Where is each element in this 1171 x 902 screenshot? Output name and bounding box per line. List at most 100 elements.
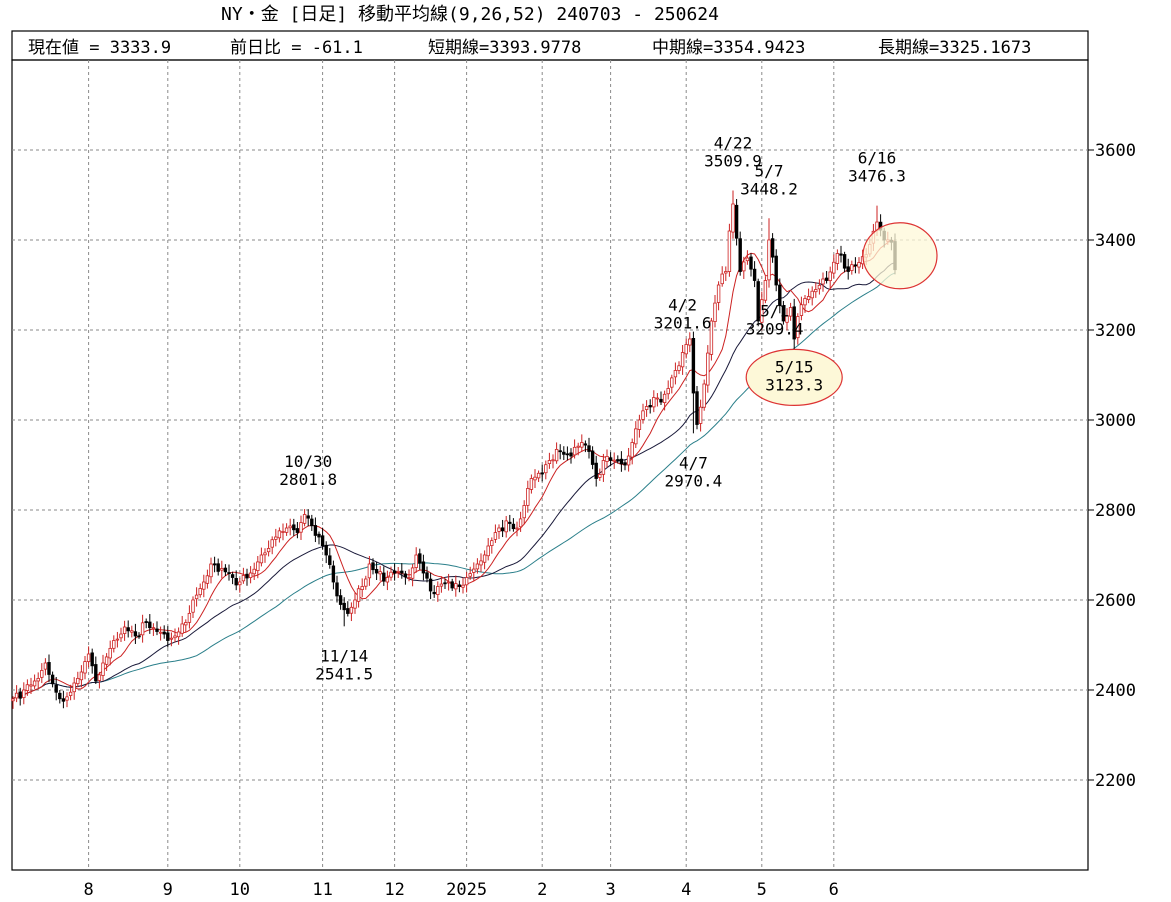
- candle-body: [202, 581, 206, 590]
- candle-body: [50, 674, 55, 685]
- short-ma-line: [12, 239, 896, 700]
- candle-body: [821, 278, 825, 285]
- annotation-date: 4/2: [668, 296, 697, 315]
- candlesticks: [11, 190, 897, 709]
- candle-body: [652, 397, 656, 408]
- candle-body: [806, 296, 811, 301]
- candle-body: [446, 581, 451, 584]
- candle-body: [486, 545, 490, 557]
- candle-body: [72, 682, 76, 693]
- candle-body: [608, 457, 613, 461]
- candle-body: [749, 256, 753, 270]
- annotation-value: 3476.3: [848, 167, 906, 186]
- candle-body: [788, 307, 793, 317]
- candle-body: [104, 656, 109, 665]
- candle-body: [605, 456, 609, 462]
- candle-body: [590, 450, 595, 465]
- candle-body: [536, 472, 541, 479]
- candle-body: [464, 577, 469, 586]
- annotation-value: 3209.4: [746, 320, 804, 339]
- candle-body: [205, 575, 210, 584]
- candle-body: [619, 458, 624, 465]
- candle-body: [695, 391, 699, 425]
- x-tick-label: 12: [384, 880, 404, 900]
- candle-body: [335, 582, 339, 597]
- candle-body: [475, 563, 480, 570]
- candle-body: [198, 588, 202, 596]
- highlight-latest: [862, 222, 938, 290]
- x-tick-label: 10: [230, 880, 250, 900]
- candle-body: [169, 637, 174, 640]
- candle-body: [284, 527, 289, 533]
- candle-body: [86, 653, 91, 662]
- candle-body: [324, 544, 328, 556]
- candle-body: [227, 572, 231, 574]
- candle-body: [414, 554, 418, 568]
- y-tick-label: 2800: [1095, 501, 1136, 521]
- candle-body: [684, 344, 688, 355]
- candle-body: [396, 570, 400, 573]
- candle-body: [842, 254, 847, 269]
- candle-body: [814, 289, 818, 293]
- x-tick-label: 5: [757, 880, 767, 900]
- candle-body: [425, 572, 429, 579]
- candle-body: [32, 680, 37, 687]
- candle-body: [796, 316, 800, 339]
- candle-body: [666, 388, 670, 395]
- candle-body: [641, 410, 645, 420]
- candle-body: [799, 304, 804, 316]
- candle-body: [828, 271, 832, 282]
- candle-body: [392, 570, 397, 574]
- candle-body: [626, 455, 631, 466]
- candle-body: [569, 452, 573, 457]
- candle-body: [119, 633, 123, 639]
- candle-body: [472, 568, 476, 573]
- candle-body: [583, 443, 588, 446]
- candle-body: [623, 462, 627, 466]
- candle-body: [673, 370, 678, 378]
- x-axis: 8 9 10 11 12 2025 2 3 4 5 6: [83, 880, 838, 900]
- candle-body: [432, 591, 436, 595]
- candle-body: [565, 453, 570, 456]
- current-value-label: 現在値 = 3333.9: [28, 38, 171, 58]
- candle-body: [655, 397, 660, 400]
- candle-body: [238, 581, 242, 586]
- candle-body: [853, 264, 858, 267]
- candle-body: [245, 573, 249, 579]
- candle-body: [220, 568, 224, 571]
- x-tick-label: 2: [537, 880, 547, 900]
- candle-body: [407, 577, 411, 579]
- candle-body: [587, 445, 591, 452]
- candle-body: [832, 261, 836, 274]
- candle-body: [356, 588, 361, 602]
- candle-body: [770, 238, 775, 258]
- candle-body: [43, 662, 48, 670]
- candle-body: [529, 478, 534, 490]
- candle-body: [763, 280, 768, 301]
- candle-body: [637, 419, 642, 430]
- candle-body: [101, 662, 105, 676]
- candle-body: [634, 428, 638, 445]
- x-tick-label: 11: [312, 880, 332, 900]
- candle-body: [338, 595, 343, 605]
- candle-body: [306, 515, 310, 519]
- x-tick-label: 8: [83, 880, 93, 900]
- candle-body: [184, 622, 188, 626]
- annotation-value: 3123.3: [765, 375, 823, 394]
- candle-body: [500, 527, 505, 532]
- candle-body: [835, 253, 840, 264]
- candle-body: [688, 338, 692, 346]
- annotation-date: 11/14: [320, 646, 368, 665]
- candle-body: [158, 631, 163, 634]
- candle-body: [263, 552, 267, 556]
- candle-body: [302, 514, 307, 524]
- candle-body: [504, 520, 508, 533]
- candle-body: [320, 535, 325, 546]
- candle-body: [752, 268, 757, 281]
- plot-frame: [11, 59, 1089, 871]
- y-tick-label: 3600: [1095, 141, 1136, 161]
- candle-body: [14, 692, 19, 699]
- candle-body: [403, 573, 408, 578]
- candle-body: [349, 606, 354, 614]
- chart-title: NY・金 [日足] 移動平均線(9,26,52) 240703 - 250624: [221, 4, 719, 25]
